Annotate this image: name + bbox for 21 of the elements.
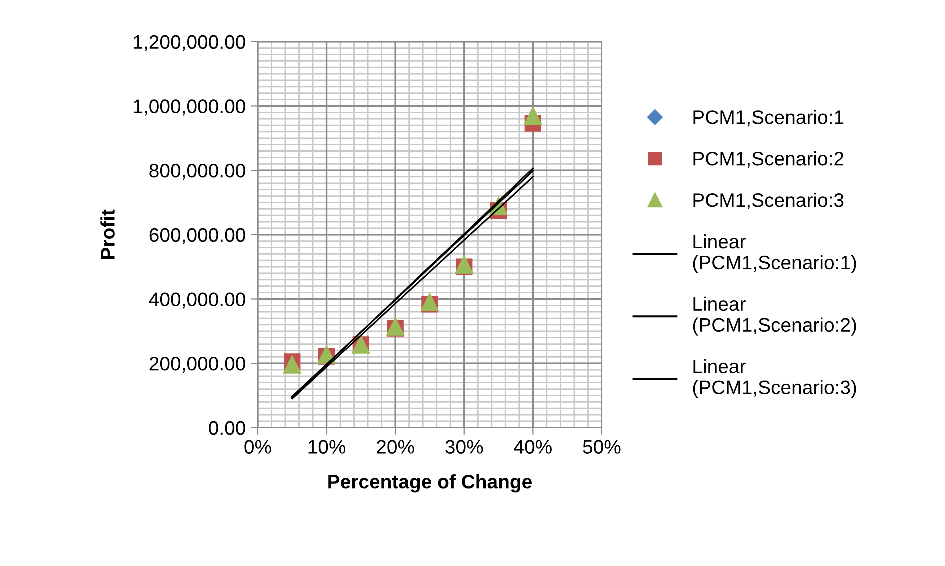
y-tick-label: 600,000.00 xyxy=(150,228,246,244)
legend-label: PCM1,Scenario:2 xyxy=(694,152,844,168)
legend-label: Linear (PCM1,Scenario:1) xyxy=(693,234,856,274)
x-tick-label: 40% xyxy=(514,440,552,454)
y-tick-label: 1,200,000.00 xyxy=(134,35,246,52)
x-tick-label: 20% xyxy=(377,440,414,454)
x-tick-label: 30% xyxy=(446,440,484,454)
x-tick-label: 10% xyxy=(308,440,346,454)
y-tick-label: 1,000,000.00 xyxy=(134,100,246,116)
x-tick-label: 0% xyxy=(244,440,272,454)
legend-label: Linear (PCM1,Scenario:3) xyxy=(693,359,856,398)
y-tick-label: 200,000.00 xyxy=(150,357,246,374)
legend-label: PCM1,Scenario:3 xyxy=(694,192,844,210)
y-axis-title: Profit xyxy=(100,210,115,259)
y-tick-label: 400,000.00 xyxy=(149,292,246,309)
legend-label: Linear (PCM1,Scenario:2) xyxy=(693,296,856,336)
x-axis-title: Percentage of Change xyxy=(328,474,532,493)
y-tick-label: 800,000.00 xyxy=(150,164,246,180)
x-tick-label: 50% xyxy=(583,440,621,454)
y-tick-label: 0.00 xyxy=(209,421,246,436)
legend-label: PCM1,Scenario:1 xyxy=(694,110,844,127)
